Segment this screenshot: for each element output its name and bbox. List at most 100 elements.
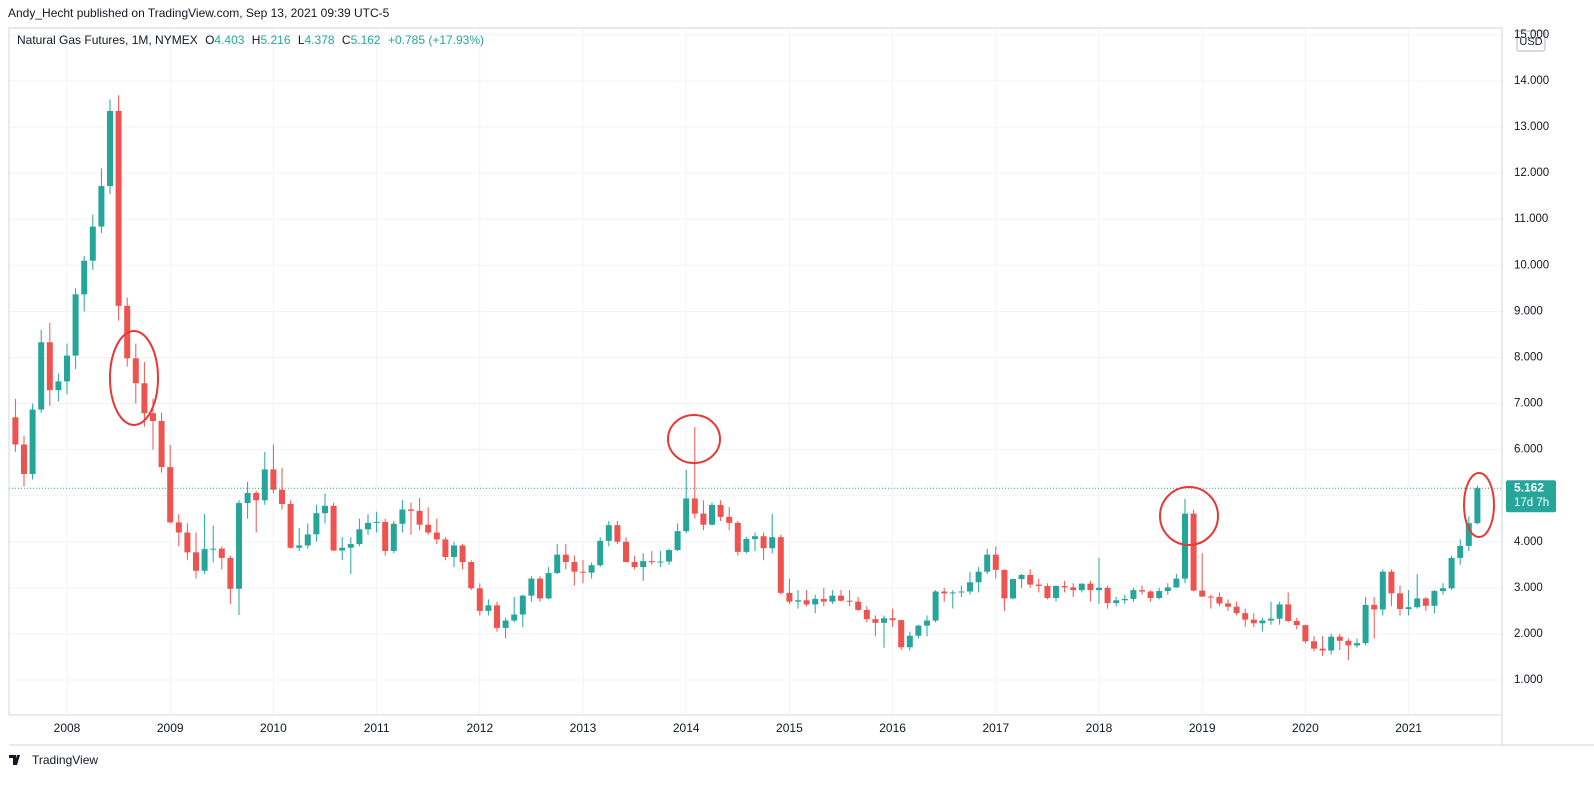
candle-body xyxy=(365,522,371,530)
legend-value: 5.162 xyxy=(351,33,381,47)
candle-body xyxy=(89,226,96,261)
candle-body xyxy=(777,537,784,593)
candle-body xyxy=(700,513,707,525)
candle-body xyxy=(786,592,793,602)
candle-body xyxy=(1293,621,1300,626)
y-tick-label: 9.000 xyxy=(1514,305,1543,317)
candle-body xyxy=(1121,598,1128,601)
candle-body xyxy=(1268,618,1274,621)
candle-body xyxy=(545,573,552,599)
candle-body xyxy=(1078,583,1085,591)
candle-body xyxy=(227,557,234,589)
candle-body xyxy=(29,409,36,475)
candle-body xyxy=(416,510,423,525)
candle-body xyxy=(184,532,191,553)
candle-body xyxy=(132,358,139,384)
candle-body xyxy=(924,620,930,626)
candle-body xyxy=(296,545,303,548)
y-tick-label: 8.000 xyxy=(1514,351,1543,363)
x-tick-label: 2014 xyxy=(673,721,700,735)
legend: Natural Gas Futures, 1M, NYMEX O4.403 H5… xyxy=(17,33,484,47)
y-tick-label: 11.000 xyxy=(1514,213,1548,225)
candle-body xyxy=(881,618,887,623)
legend-label: H xyxy=(252,33,261,47)
last-price-label: 5.162 xyxy=(1514,480,1544,494)
candle-body xyxy=(709,504,715,525)
candle-body xyxy=(1276,604,1283,619)
candle-body xyxy=(769,537,776,549)
candle-body xyxy=(623,541,629,563)
candle-body xyxy=(502,620,509,628)
legend-label: L xyxy=(298,33,305,47)
y-tick-label: 12.000 xyxy=(1514,167,1549,179)
candle-body xyxy=(580,571,586,573)
currency-box[interactable] xyxy=(1516,30,1546,52)
candle-body xyxy=(1096,587,1102,591)
candle-body xyxy=(425,524,432,533)
candle-body xyxy=(38,342,45,410)
legend-label: O xyxy=(205,33,214,47)
candle-body xyxy=(356,529,363,545)
candle-body xyxy=(210,548,217,550)
candle-body xyxy=(795,600,801,602)
candle-body xyxy=(399,509,406,524)
candle-body xyxy=(915,625,922,636)
candle-body xyxy=(408,509,414,511)
candle-body xyxy=(167,467,174,523)
candle-body xyxy=(1070,587,1077,591)
candle-body xyxy=(1207,596,1214,598)
brand-name: TradingView xyxy=(32,753,98,767)
y-tick-label: 1.000 xyxy=(1514,674,1543,686)
x-tick-label: 2018 xyxy=(1086,721,1113,735)
candle-body xyxy=(528,578,535,596)
candle-body xyxy=(236,503,242,589)
candle-body xyxy=(1035,584,1042,586)
candle-body xyxy=(451,545,457,557)
candle-body xyxy=(141,383,148,414)
candle-body xyxy=(657,561,664,563)
plot-area xyxy=(9,28,1502,715)
candle-body xyxy=(468,562,475,589)
candle-body xyxy=(571,562,578,572)
candle-body xyxy=(554,554,561,574)
candle-body xyxy=(115,110,122,306)
y-tick-label: 4.000 xyxy=(1514,536,1543,548)
candle-body xyxy=(390,523,397,551)
countdown-label: 17d 7h xyxy=(1514,497,1549,509)
candle-body xyxy=(683,498,690,532)
candle-body xyxy=(98,186,105,227)
candle-body xyxy=(1233,606,1240,614)
candle-body xyxy=(1173,578,1180,588)
candle-body xyxy=(261,469,268,501)
currency-label[interactable]: USD xyxy=(1519,36,1542,48)
candle-body xyxy=(21,444,27,475)
candle-body xyxy=(640,561,647,568)
candle-body xyxy=(46,342,53,391)
x-tick-label: 2012 xyxy=(466,721,493,735)
publisher-line: Andy_Hecht published on TradingView.com,… xyxy=(8,6,390,20)
candle-body xyxy=(1018,574,1025,580)
candle-body xyxy=(313,513,320,535)
candle-body xyxy=(734,522,741,552)
candle-body xyxy=(872,619,879,623)
candle-body xyxy=(442,539,449,557)
candle-body xyxy=(1113,600,1120,604)
candle-body xyxy=(1319,648,1326,651)
candle-body xyxy=(158,421,165,468)
candle-body xyxy=(253,492,260,501)
candle-body xyxy=(1061,585,1068,588)
legend-value: 4.378 xyxy=(305,33,335,47)
y-tick-label: 6.000 xyxy=(1514,444,1543,456)
candle-body xyxy=(12,417,19,445)
x-tick-label: 2010 xyxy=(260,721,287,735)
candle-body xyxy=(150,413,156,422)
candle-body xyxy=(855,601,862,610)
candle-body xyxy=(863,609,870,620)
candle-body xyxy=(1311,641,1317,649)
candle-body xyxy=(1328,636,1335,651)
candle-body xyxy=(72,294,79,356)
candle-body xyxy=(476,588,483,611)
x-tick-label: 2013 xyxy=(570,721,597,735)
candle-body xyxy=(373,521,380,523)
candle-body xyxy=(648,561,655,563)
